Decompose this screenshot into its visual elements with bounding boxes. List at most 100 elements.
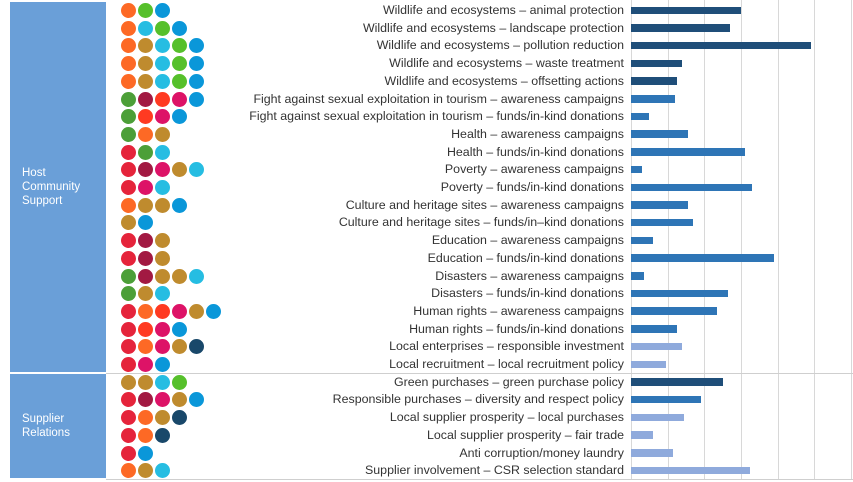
sdg-15-icon — [172, 73, 187, 89]
chart-row: Fight against sexual exploitation in tou… — [0, 91, 853, 109]
sdg-12-icon — [155, 410, 170, 426]
sdg-icon-group — [121, 215, 153, 231]
sdg-1-icon — [121, 162, 136, 178]
chart-row: Local supplier prosperity – fair trade — [0, 427, 853, 445]
sdg-1-icon — [121, 392, 136, 408]
sdg-3-icon — [121, 268, 136, 284]
chart-row: Responsible purchases – diversity and re… — [0, 391, 853, 409]
bar — [631, 378, 724, 386]
category-label: Anti corruption/money laundry — [459, 445, 624, 460]
sdg-1-icon — [121, 427, 136, 443]
sdg-12-icon — [138, 56, 153, 72]
category-label: Education – awareness campaigns — [431, 233, 624, 248]
sdg-1-icon — [121, 445, 136, 461]
category-label: Local enterprises – responsible investme… — [389, 339, 624, 354]
sdg-8-icon — [138, 91, 153, 107]
category-label: Fight against sexual exploitation in tou… — [249, 109, 624, 124]
sdg-3-icon — [121, 126, 136, 142]
sdg-12-icon — [138, 38, 153, 54]
category-label: Local supplier prosperity – fair trade — [427, 427, 624, 442]
sdg-9-icon — [121, 73, 136, 89]
sdg-14-icon — [189, 38, 204, 54]
sdg-icon-group — [121, 91, 204, 108]
sdg-10-icon — [155, 321, 170, 337]
sdg-14-icon — [206, 303, 221, 319]
sdg-10-icon — [155, 392, 170, 408]
bar — [631, 77, 678, 85]
sdg-5-icon — [138, 109, 153, 125]
sdg-icon-group — [121, 3, 170, 19]
sdg-14-icon — [155, 357, 170, 372]
bar — [631, 41, 812, 50]
sdg-9-icon — [121, 3, 136, 18]
chart-row: Poverty – funds/in-kind donations — [0, 179, 853, 197]
sdg-12-icon — [172, 392, 187, 408]
sdg-14-icon — [172, 321, 187, 337]
chart-row: Local supplier prosperity – local purcha… — [0, 409, 853, 427]
sdg-6-icon — [155, 463, 170, 479]
sdg-17-icon — [189, 339, 204, 355]
sdg-9-icon — [121, 463, 136, 479]
sdg-5-icon — [155, 91, 170, 107]
grid-line — [741, 0, 742, 480]
category-label: Fight against sexual exploitation in tou… — [253, 91, 624, 106]
sdg-6-icon — [155, 73, 170, 89]
sdg-1-icon — [121, 233, 136, 249]
sdg-12-icon — [155, 233, 170, 249]
sdg-icon-group — [121, 126, 170, 143]
sdg-12-icon — [138, 197, 153, 213]
sdg-12-icon — [189, 303, 204, 319]
chart-row: Anti corruption/money laundry — [0, 445, 853, 463]
category-label: Wildlife and ecosystems – waste treatmen… — [389, 56, 624, 71]
bar — [631, 466, 750, 475]
category-label: Local recruitment – local recruitment po… — [389, 357, 624, 371]
chart-row: Disasters – funds/in-kind donations — [0, 285, 853, 303]
sdg-8-icon — [138, 250, 153, 266]
sdg-12-icon — [138, 73, 153, 89]
sdg-6-icon — [189, 162, 204, 178]
sdg-8-icon — [138, 233, 153, 249]
bar — [631, 236, 653, 245]
sdg-icon-group — [121, 410, 187, 426]
chart-row: Poverty – awareness campaigns — [0, 161, 853, 179]
group-separator — [106, 478, 853, 480]
bar — [631, 360, 667, 368]
sdg-12-icon — [172, 339, 187, 355]
chart-row: Education – awareness campaigns — [0, 232, 853, 250]
sdg-6-icon — [138, 20, 153, 36]
sdg-10-icon — [155, 162, 170, 178]
bar — [631, 201, 689, 209]
sdg-icon-group — [121, 321, 187, 338]
sdg-icon-group — [121, 427, 170, 444]
category-label: Responsible purchases – diversity and re… — [332, 392, 624, 407]
sdg-9-icon — [121, 197, 136, 213]
chart-row: Wildlife and ecosystems – pollution redu… — [0, 37, 853, 55]
sdg-icon-group — [121, 233, 170, 249]
category-label: Wildlife and ecosystems – landscape prot… — [362, 20, 624, 35]
sdg-12-icon — [155, 126, 170, 142]
sdg-icon-group — [121, 463, 170, 479]
bar — [631, 325, 678, 333]
category-label: Culture and heritage sites – awareness c… — [345, 197, 624, 212]
chart-row: Wildlife and ecosystems – animal protect… — [0, 2, 853, 20]
sdg-14-icon — [189, 73, 204, 89]
sdg-10-icon — [155, 339, 170, 355]
sdg-14-icon — [155, 3, 170, 18]
chart-row: Education – funds/in-kind donations — [0, 250, 853, 268]
chart-row: Green purchases – green purchase policy — [0, 374, 853, 392]
bar — [631, 272, 645, 280]
sdg-12-icon — [155, 268, 170, 284]
sdg-10-icon — [172, 303, 187, 319]
bar — [631, 59, 682, 68]
category-label: Disasters – funds/in-kind donations — [431, 286, 624, 301]
chart-row: Wildlife and ecosystems – waste treatmen… — [0, 55, 853, 73]
bar — [631, 218, 693, 227]
sdg-9-icon — [121, 38, 136, 54]
sdg-1-icon — [121, 357, 136, 372]
sdg-6-icon — [155, 286, 170, 302]
sdg-6-icon — [155, 374, 170, 390]
category-label: Culture and heritage sites – funds/in–ki… — [338, 215, 624, 230]
sdg-icon-group — [121, 445, 153, 462]
sdg-icon-group — [121, 180, 170, 196]
category-label: Supplier involvement – CSR selection sta… — [365, 463, 624, 478]
